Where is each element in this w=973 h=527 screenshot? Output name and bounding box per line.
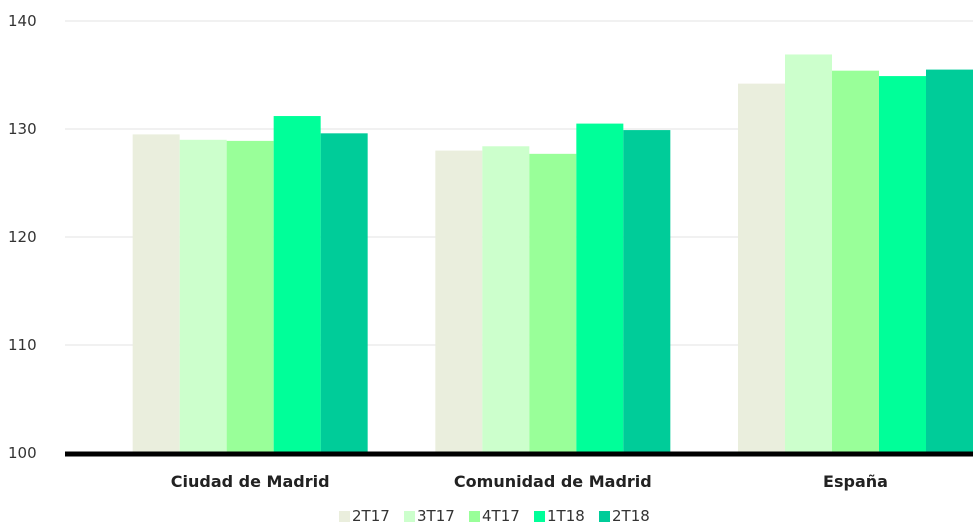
x-axis-category-labels: Ciudad de Madrid Comunidad de Madrid Españ… xyxy=(171,472,888,491)
bar-3T17-1 xyxy=(179,139,227,454)
legend-label: 2T18 xyxy=(612,507,650,525)
legend-label: 3T17 xyxy=(417,507,455,525)
legend-label: 2T17 xyxy=(352,507,390,525)
bar-1T18-2 xyxy=(576,123,624,453)
bar-2T17-3 xyxy=(738,83,785,453)
bar-3T17-2 xyxy=(482,146,530,453)
bar-1T18-1 xyxy=(273,116,321,453)
bar-2T18-2 xyxy=(623,130,671,453)
legend-swatch xyxy=(599,511,610,522)
bar-1T18-3 xyxy=(879,76,926,453)
bar-4T17-1 xyxy=(226,140,274,453)
y-tick-label: 100 xyxy=(8,444,37,462)
legend-swatch xyxy=(534,511,545,522)
legend-label: 4T17 xyxy=(482,507,520,525)
category-label: Ciudad de Madrid xyxy=(171,472,330,491)
y-tick-label: 110 xyxy=(8,336,37,354)
legend-swatch xyxy=(404,511,415,522)
bar-2T18-3 xyxy=(926,69,973,453)
legend-label: 1T18 xyxy=(547,507,585,525)
bar-2T17-2 xyxy=(435,150,483,453)
legend-swatch xyxy=(339,511,350,522)
y-tick-label: 140 xyxy=(8,12,37,30)
category-label: España xyxy=(823,472,888,491)
y-tick-label: 130 xyxy=(8,120,37,138)
bar-4T17-2 xyxy=(529,153,577,453)
legend: 2T17 3T17 4T17 1T18 2T18 xyxy=(339,507,650,525)
bar-2T17-1 xyxy=(132,134,180,453)
bar-4T17-3 xyxy=(832,70,879,454)
bars xyxy=(132,54,973,454)
legend-swatch xyxy=(469,511,480,522)
bar-3T17-3 xyxy=(785,54,832,453)
y-axis-tick-labels: 100 110 120 130 140 xyxy=(8,12,37,462)
y-tick-label: 120 xyxy=(8,228,37,246)
bar-2T18-1 xyxy=(320,133,368,453)
category-label: Comunidad de Madrid xyxy=(454,472,652,491)
